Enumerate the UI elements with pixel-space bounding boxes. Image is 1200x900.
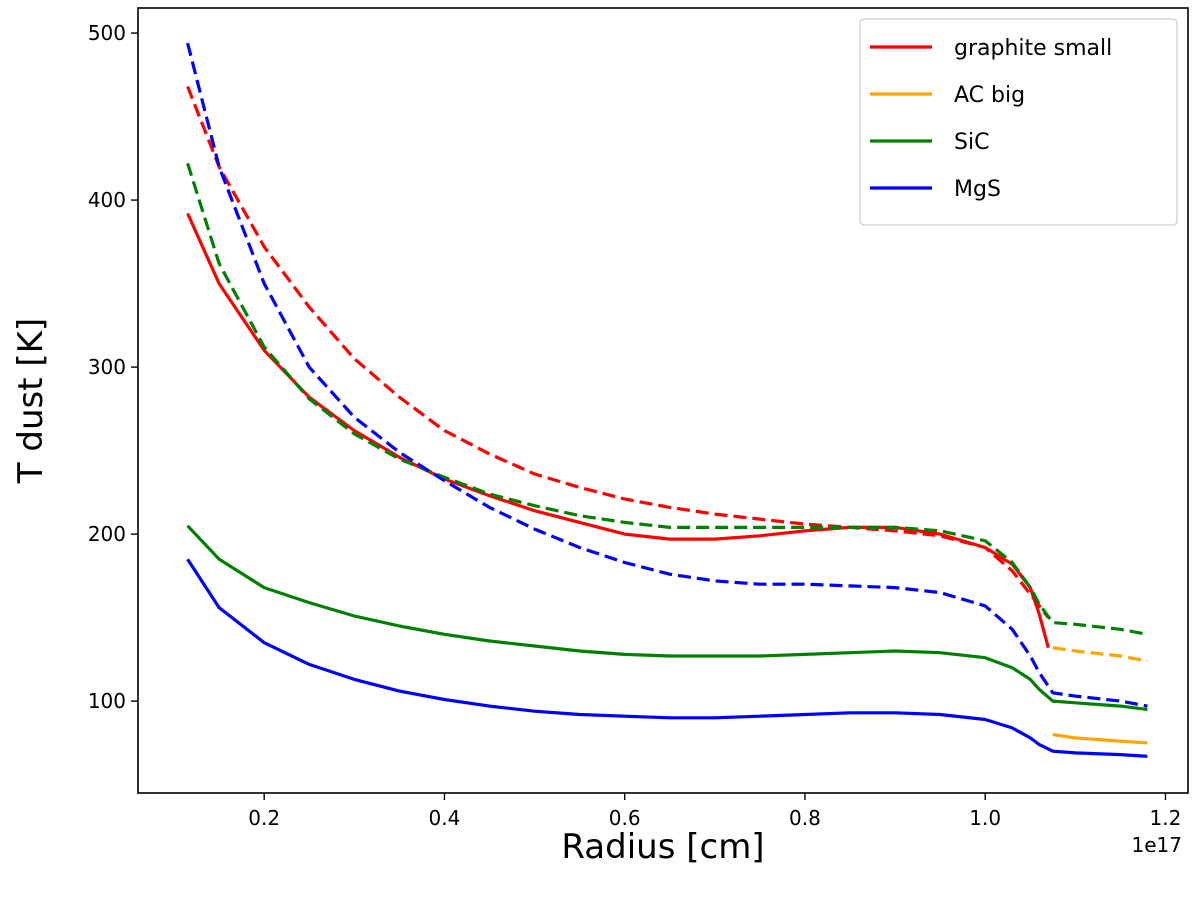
legend: graphite small AC big SiC MgS <box>859 18 1178 226</box>
legend-entries: graphite small AC big SiC MgS <box>870 36 1112 202</box>
series-layer <box>186 42 1148 758</box>
y-axis-label: T dust [K] <box>11 318 51 484</box>
y-tick-label: 500 <box>88 21 126 45</box>
series-line-graphite-small <box>186 212 1050 649</box>
series-line-ac-big-dashed <box>1052 646 1148 663</box>
series-line-mgs-dashed <box>186 42 1148 708</box>
legend-label-graphite-small: graphite small <box>954 36 1112 61</box>
series-line-ac-big <box>1052 732 1148 745</box>
legend-label-sic: SiC <box>954 130 989 155</box>
legend-label-ac-big: AC big <box>954 83 1025 108</box>
plot-frame <box>137 7 1189 794</box>
legend-label-mgs: MgS <box>954 177 1001 202</box>
x-offset-label: 1e17 <box>1132 833 1182 857</box>
x-tick-label: 1.0 <box>969 806 1001 830</box>
ticks-layer: 0.2 0.4 0.6 0.8 1.0 1.2 100 200 300 400 500 <box>88 21 1182 830</box>
x-tick-label: 0.6 <box>609 806 641 830</box>
x-tick-label: 1.2 <box>1150 806 1182 830</box>
y-tick-label: 100 <box>88 689 126 713</box>
x-tick-label: 0.2 <box>248 806 280 830</box>
legend-box <box>859 18 1178 226</box>
series-line-sic <box>186 524 1148 712</box>
series-line-mgs <box>186 558 1148 758</box>
x-axis-label: Radius [cm] <box>561 827 764 867</box>
y-tick-label: 300 <box>88 355 126 379</box>
series-line-graphite-small-dashed <box>186 85 1050 619</box>
x-tick-label: 0.8 <box>789 806 821 830</box>
series-line-sic-dashed <box>186 162 1148 636</box>
y-tick-label: 400 <box>88 188 126 212</box>
y-tick-label: 200 <box>88 522 126 546</box>
x-tick-label: 0.4 <box>429 806 461 830</box>
